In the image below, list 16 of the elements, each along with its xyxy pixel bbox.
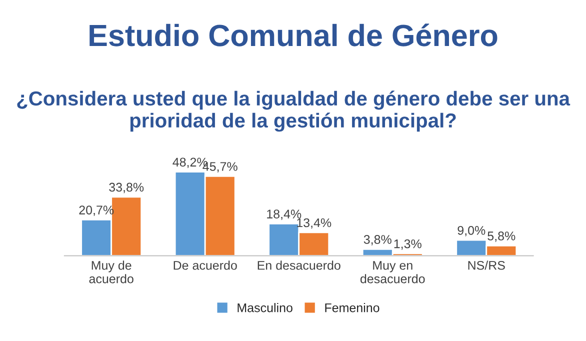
data-label: 3,8% [364, 235, 392, 246]
data-label: 9,0% [458, 226, 486, 236]
chart-title: Estudio Comunal de Género [90, 24, 498, 46]
x-tick-label: Muy de acuerdo [89, 260, 134, 284]
legend-label: Masculino [238, 303, 292, 312]
x-tick-label: En desacuerdo [258, 260, 340, 270]
x-tick-label: NS/RS [468, 260, 505, 270]
x-tick-label: Muy en desacuerdo [360, 261, 425, 284]
data-label: 13,4% [297, 218, 332, 229]
data-label: 33,8% [109, 182, 144, 194]
data-label: 18,4% [267, 210, 302, 220]
data-label: 5,8% [488, 232, 516, 242]
data-label: 1,3% [394, 239, 422, 250]
chart-subtitle: ¿Considera usted que la igualdad de género debe ser una prioridad de la gestión municipal? [17, 90, 570, 132]
legend-label: Femenino [325, 303, 380, 312]
x-tick-label: De acuerdo [174, 260, 237, 270]
